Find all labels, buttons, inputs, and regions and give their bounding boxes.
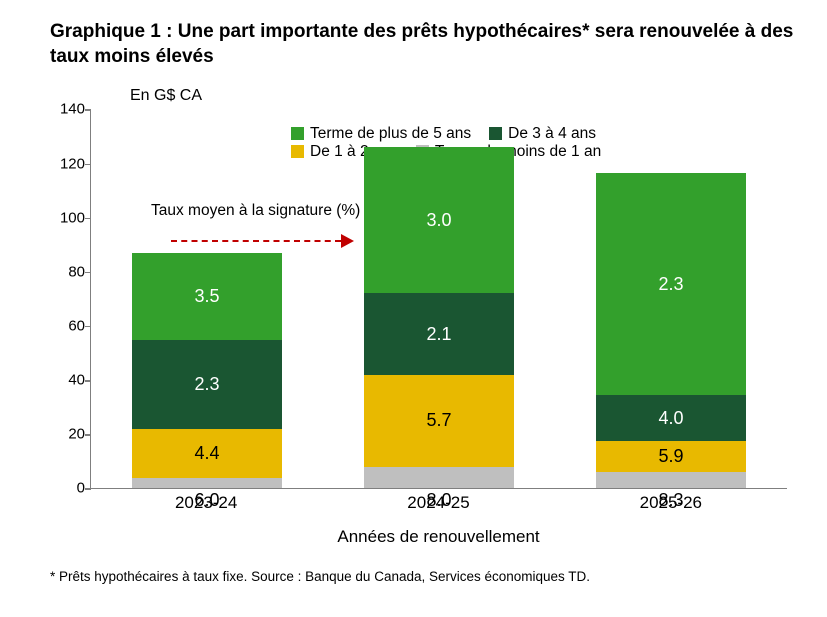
bar-segment: 5.9 — [596, 441, 746, 472]
bar-segment-label: 3.5 — [194, 286, 219, 307]
bar-segment: 2.3 — [596, 173, 746, 395]
y-tick-label: 80 — [51, 263, 85, 280]
y-tick-label: 140 — [51, 101, 85, 118]
y-tick-mark — [85, 109, 91, 111]
bar-segment-label: 2.1 — [426, 324, 451, 345]
bar-segment-label: 8.3 — [658, 490, 683, 511]
bar-segment: 8.0 — [364, 467, 514, 489]
y-tick-label: 40 — [51, 372, 85, 389]
y-tick-label: 20 — [51, 426, 85, 443]
bar-segment: 3.5 — [132, 253, 282, 340]
bar-column: 2.3 4.0 5.9 8.3 — [596, 109, 746, 488]
x-axis-title: Années de renouvellement — [90, 527, 787, 547]
bar-segment: 5.7 — [364, 375, 514, 467]
bar-segment-label: 5.7 — [426, 410, 451, 431]
y-tick-mark — [85, 326, 91, 328]
chart-title: Graphique 1 : Une part importante des pr… — [50, 20, 797, 69]
y-tick-mark — [85, 218, 91, 220]
y-tick-label: 100 — [51, 209, 85, 226]
bar-segment-label: 6.0 — [194, 490, 219, 511]
y-tick-label: 60 — [51, 317, 85, 334]
bar-column: 3.0 2.1 5.7 8.0 — [364, 109, 514, 488]
y-tick-mark — [85, 488, 91, 490]
footnote: * Prêts hypothécaires à taux fixe. Sourc… — [50, 569, 797, 584]
y-tick-mark — [85, 434, 91, 436]
bar-column: 3.5 2.3 4.4 6.0 — [132, 109, 282, 488]
y-unit-label: En G$ CA — [130, 87, 787, 105]
y-tick-label: 0 — [51, 480, 85, 497]
bar-segment-label: 3.0 — [426, 210, 451, 231]
bar-segment-label: 8.0 — [426, 490, 451, 511]
chart-area: En G$ CA Terme de plus de 5 ansDe 3 à 4 … — [50, 87, 787, 547]
bar-segment: 6.0 — [132, 478, 282, 489]
y-tick-mark — [85, 272, 91, 274]
bar-segment-label: 4.4 — [194, 443, 219, 464]
bar-segment: 4.4 — [132, 429, 282, 478]
bar-segment-label: 2.3 — [194, 374, 219, 395]
y-tick-label: 120 — [51, 155, 85, 172]
bar-segment: 3.0 — [364, 147, 514, 293]
bars-container: 3.5 2.3 4.4 6.0 3.0 2.1 5.7 8.0 2.3 4.0 5.9 8.3 — [91, 109, 787, 488]
plot-area: Terme de plus de 5 ansDe 3 à 4 ansDe 1 à… — [90, 109, 787, 489]
bar-segment: 2.1 — [364, 293, 514, 374]
bar-segment: 8.3 — [596, 472, 746, 488]
bar-segment-label: 5.9 — [658, 446, 683, 467]
y-tick-mark — [85, 380, 91, 382]
y-tick-mark — [85, 164, 91, 166]
bar-segment: 2.3 — [132, 340, 282, 429]
bar-segment-label: 2.3 — [658, 274, 683, 295]
bar-segment-label: 4.0 — [658, 408, 683, 429]
bar-segment: 4.0 — [596, 395, 746, 441]
